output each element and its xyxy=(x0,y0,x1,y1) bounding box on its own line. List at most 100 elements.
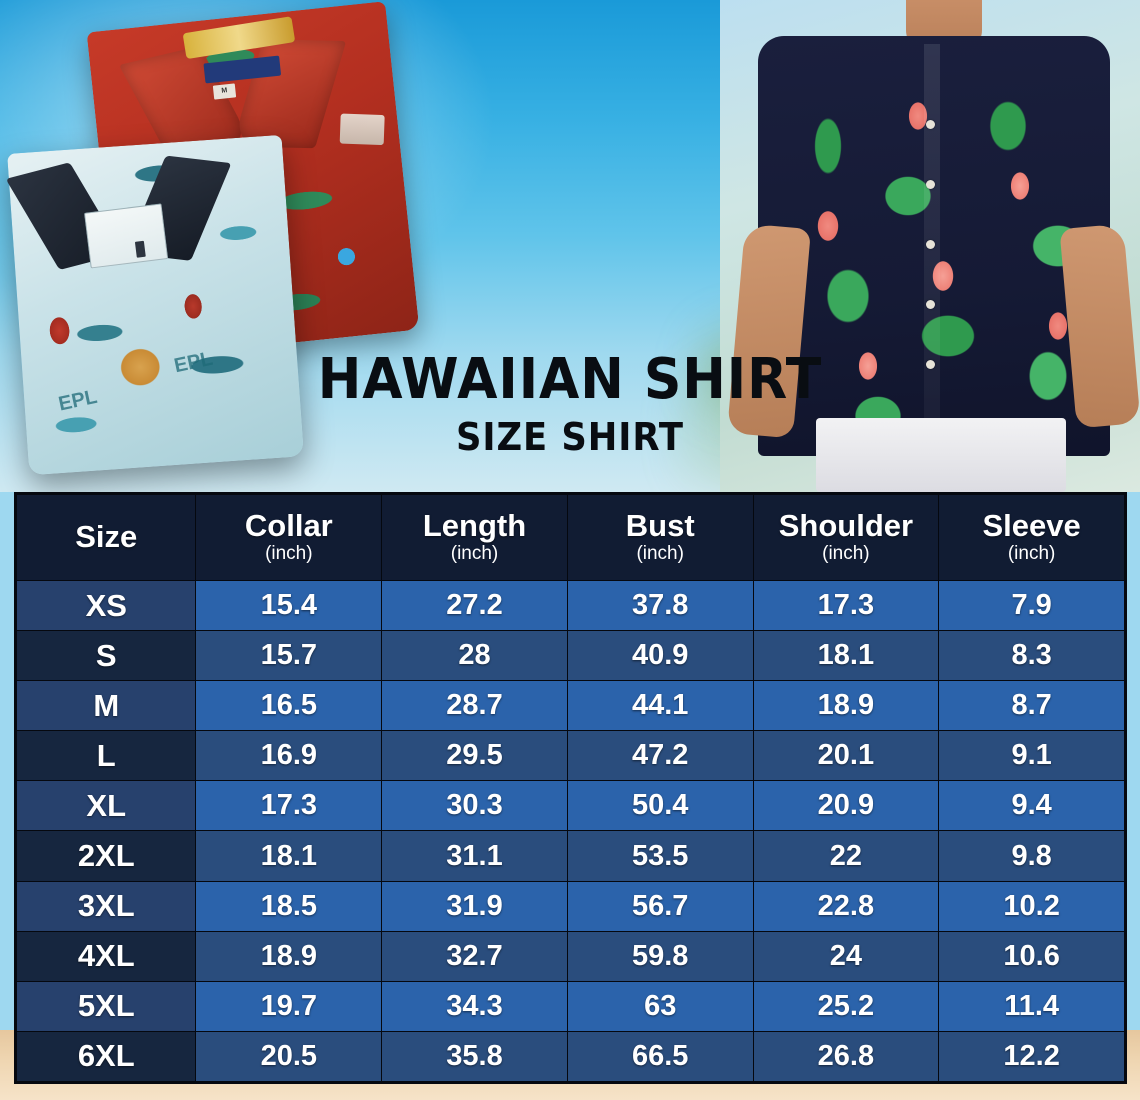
cell-size: XL xyxy=(15,780,197,832)
cell-bust: 59.8 xyxy=(566,930,754,982)
size-chart-container: Size Collar (inch) Length (inch) Bust (i… xyxy=(14,492,1127,1084)
cell-shoulder: 25.2 xyxy=(752,980,940,1032)
table-row: 5XL 19.7 34.3 63 25.2 11.4 xyxy=(15,980,1125,1032)
red-shirt-sleeve-logo xyxy=(339,113,385,146)
table-row: 6XL 20.5 35.8 66.5 26.8 12.2 xyxy=(15,1030,1125,1083)
header-unit-bust: (inch) xyxy=(636,543,684,565)
cell-bust: 37.8 xyxy=(566,579,754,632)
cell-length: 28 xyxy=(381,630,568,682)
cell-sleeve: 11.4 xyxy=(938,980,1125,1032)
shirt-button-4 xyxy=(926,300,935,309)
header-unit-shoulder: (inch) xyxy=(822,543,870,565)
cell-collar: 15.7 xyxy=(195,630,383,682)
cell-sleeve: 10.6 xyxy=(938,930,1125,982)
cell-size: L xyxy=(15,730,197,782)
cell-sleeve: 9.4 xyxy=(938,780,1125,832)
cell-sleeve: 9.1 xyxy=(938,730,1125,782)
column-header-collar: Collar (inch) xyxy=(195,494,383,581)
column-header-length: Length (inch) xyxy=(381,494,568,581)
cell-shoulder: 18.9 xyxy=(752,680,940,732)
table-row: L 16.9 29.5 47.2 20.1 9.1 xyxy=(15,730,1125,782)
table-row: XL 17.3 30.3 50.4 20.9 9.4 xyxy=(15,780,1125,832)
blue-shirt-print-text-1: EPL xyxy=(56,385,100,416)
shirt-button-2 xyxy=(926,180,935,189)
cell-length: 31.9 xyxy=(381,880,568,932)
table-header: Size Collar (inch) Length (inch) Bust (i… xyxy=(15,494,1125,581)
cell-sleeve: 10.2 xyxy=(938,880,1125,932)
hero-banner: M EPL EPL HAWAIIAN SHIRT SIZE SHIRT xyxy=(0,0,1140,492)
table-body: XS 15.4 27.2 37.8 17.3 7.9 S 15.7 28 40.9 18.1 8.3 M… xyxy=(15,579,1125,1083)
column-header-shoulder: Shoulder (inch) xyxy=(752,494,940,581)
cell-size: S xyxy=(15,630,197,682)
cell-length: 35.8 xyxy=(381,1030,568,1083)
cell-size: 2XL xyxy=(15,830,197,882)
cell-length: 30.3 xyxy=(381,780,568,832)
cell-length: 29.5 xyxy=(381,730,568,782)
size-chart-table: Size Collar (inch) Length (inch) Bust (i… xyxy=(15,494,1125,1083)
cell-collar: 17.3 xyxy=(195,780,383,832)
cell-sleeve: 8.3 xyxy=(938,630,1125,682)
cell-bust: 56.7 xyxy=(566,880,754,932)
cell-sleeve: 8.7 xyxy=(938,680,1125,732)
cell-shoulder: 17.3 xyxy=(752,579,940,632)
table-row: XS 15.4 27.2 37.8 17.3 7.9 xyxy=(15,579,1125,632)
header-label-shoulder: Shoulder xyxy=(778,507,914,543)
red-shirt-size-tag: M xyxy=(212,83,237,100)
cell-size: 5XL xyxy=(15,980,197,1032)
cell-shoulder: 22 xyxy=(752,830,940,882)
red-shirt-collar-right xyxy=(231,39,347,149)
cell-collar: 18.1 xyxy=(195,830,383,882)
model-photo xyxy=(720,0,1140,492)
cell-bust: 66.5 xyxy=(566,1030,754,1083)
header-row: Size Collar (inch) Length (inch) Bust (i… xyxy=(15,494,1125,581)
header-unit-length: (inch) xyxy=(450,543,499,565)
cell-shoulder: 20.1 xyxy=(752,730,940,782)
shirt-button-3 xyxy=(926,240,935,249)
cell-length: 28.7 xyxy=(381,680,568,732)
header-unit-sleeve: (inch) xyxy=(1007,543,1056,565)
cell-collar: 16.5 xyxy=(195,680,383,732)
cell-length: 31.1 xyxy=(381,830,568,882)
cell-size: M xyxy=(15,680,197,732)
shirt-button-5 xyxy=(926,360,935,369)
cell-bust: 40.9 xyxy=(566,630,754,682)
column-header-size: Size xyxy=(15,494,197,581)
model-white-shorts xyxy=(816,418,1066,492)
cell-sleeve: 7.9 xyxy=(938,579,1125,632)
cell-size: XS xyxy=(15,579,197,632)
blue-shirt-print-text-2: EPL xyxy=(172,347,215,378)
blue-hawaiian-shirt-image: EPL EPL xyxy=(5,134,304,476)
cell-shoulder: 24 xyxy=(752,930,940,982)
table-row: 4XL 18.9 32.7 59.8 24 10.6 xyxy=(15,930,1125,982)
cell-bust: 50.4 xyxy=(566,780,754,832)
table-row: 2XL 18.1 31.1 53.5 22 9.8 xyxy=(15,830,1125,882)
header-label-length: Length xyxy=(422,507,527,543)
cell-bust: 44.1 xyxy=(566,680,754,732)
cell-collar: 19.7 xyxy=(195,980,383,1032)
cell-sleeve: 12.2 xyxy=(938,1030,1125,1083)
cell-size: 3XL xyxy=(15,880,197,932)
cell-length: 27.2 xyxy=(381,579,568,632)
cell-collar: 20.5 xyxy=(195,1030,383,1083)
header-label-collar: Collar xyxy=(244,507,333,543)
cell-size: 4XL xyxy=(15,930,197,982)
header-label-bust: Bust xyxy=(625,507,695,543)
folded-shirts-photo: M EPL EPL xyxy=(5,1,420,490)
cell-collar: 18.5 xyxy=(195,880,383,932)
cell-collar: 18.9 xyxy=(195,930,383,982)
header-label-sleeve: Sleeve xyxy=(982,507,1081,543)
cell-bust: 53.5 xyxy=(566,830,754,882)
cell-length: 34.3 xyxy=(381,980,568,1032)
cell-shoulder: 20.9 xyxy=(752,780,940,832)
shirt-button-1 xyxy=(926,120,935,129)
cell-collar: 16.9 xyxy=(195,730,383,782)
cell-bust: 47.2 xyxy=(566,730,754,782)
cell-shoulder: 26.8 xyxy=(752,1030,940,1083)
header-unit-collar: (inch) xyxy=(265,543,313,565)
cell-size: 6XL xyxy=(15,1030,197,1083)
cell-collar: 15.4 xyxy=(195,579,383,632)
cell-shoulder: 18.1 xyxy=(752,630,940,682)
table-row: 3XL 18.5 31.9 56.7 22.8 10.2 xyxy=(15,880,1125,932)
cell-shoulder: 22.8 xyxy=(752,880,940,932)
table-row: M 16.5 28.7 44.1 18.9 8.7 xyxy=(15,680,1125,732)
